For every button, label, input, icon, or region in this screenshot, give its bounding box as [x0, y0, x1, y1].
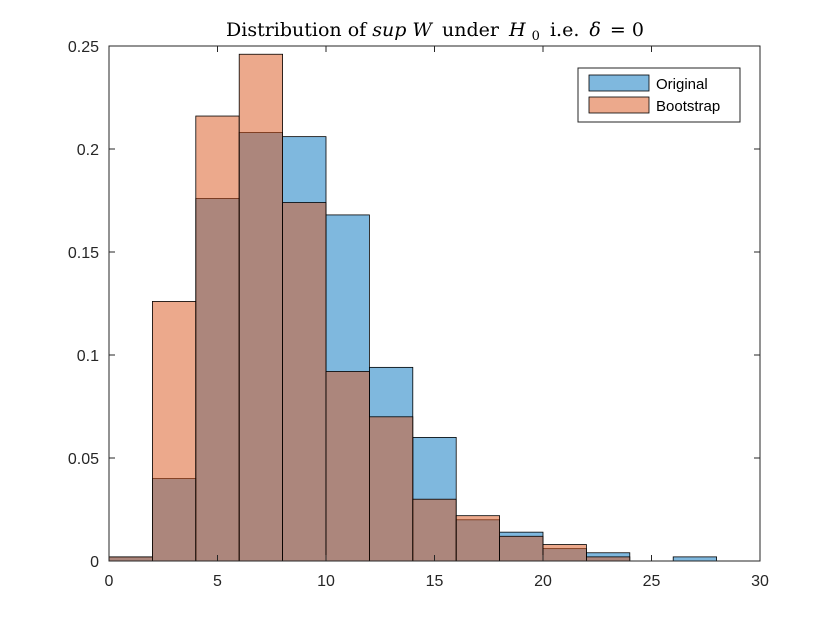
bar-bootstrap-4: [282, 202, 327, 562]
legend-swatch-original: [588, 74, 650, 92]
bar-original-13: [672, 556, 718, 562]
axis-ticks: 0 5 10 15 20 25 30 0 0.05 0.1 0.15 0.2 0.25: [68, 39, 769, 590]
y-tick-label: 0: [90, 554, 99, 571]
bar-bootstrap-3: [238, 53, 283, 562]
x-tick-label: 10: [317, 573, 335, 590]
bar-bootstrap-9: [499, 535, 544, 562]
bars-layer: [108, 53, 718, 562]
bar-bootstrap-8: [455, 515, 501, 562]
legend-swatch-bootstrap: [588, 96, 650, 114]
legend-label-original: Original: [656, 76, 708, 93]
bar-bootstrap-7: [412, 498, 457, 562]
y-tick-label: 0.05: [68, 451, 99, 468]
y-tick-label: 0.15: [68, 245, 99, 262]
bar-bootstrap-5: [325, 371, 370, 562]
y-tick-label: 0.25: [68, 39, 99, 56]
x-tick-label: 25: [643, 573, 661, 590]
x-tick-label: 0: [105, 573, 114, 590]
bar-bootstrap-2: [195, 115, 240, 562]
bar-bootstrap-0: [108, 556, 153, 562]
bar-bootstrap-11: [586, 556, 631, 562]
bar-bootstrap-1: [151, 301, 197, 562]
x-tick-label: 5: [213, 573, 222, 590]
y-tick-label: 0.2: [77, 142, 99, 159]
chart-title: Distribution of sup W under H 0 i.e. δ =…: [226, 19, 644, 45]
y-tick-label: 0.1: [77, 348, 99, 365]
x-tick-label: 20: [534, 573, 552, 590]
x-tick-label: 15: [426, 573, 444, 590]
bar-bootstrap-6: [368, 416, 414, 562]
x-tick-label: 30: [751, 573, 769, 590]
legend: Original Bootstrap: [577, 67, 741, 123]
legend-label-bootstrap: Bootstrap: [656, 98, 720, 115]
bar-bootstrap-10: [542, 544, 587, 562]
